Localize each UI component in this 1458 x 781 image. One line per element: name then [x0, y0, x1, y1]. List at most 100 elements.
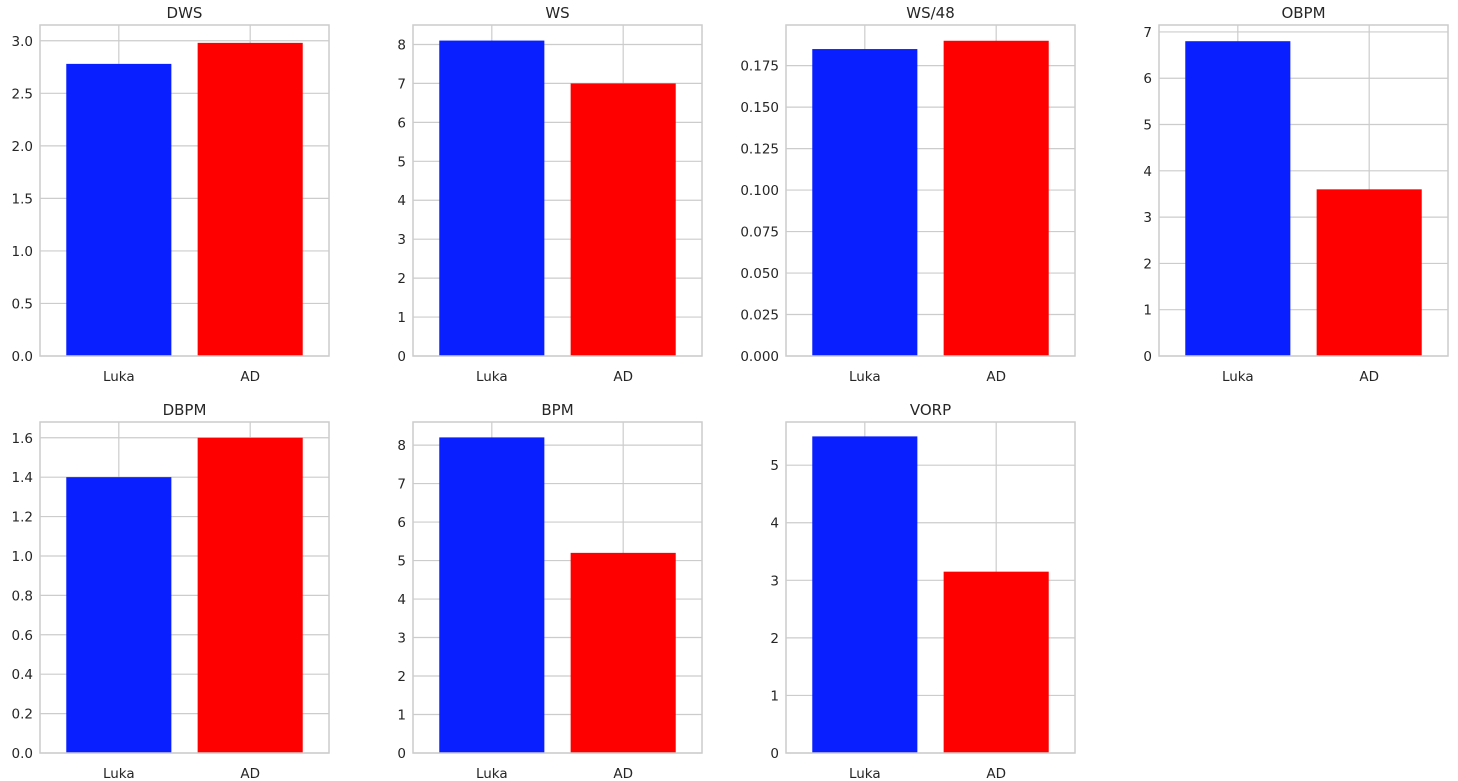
y-tick-label: 1.0 — [12, 549, 33, 565]
y-tick-label: 3.0 — [12, 34, 33, 50]
axes-frame — [39, 421, 330, 754]
axes-frame — [412, 24, 703, 357]
y-tick-label: 0.0 — [12, 349, 33, 365]
y-tick-label: 0 — [1143, 349, 1152, 365]
y-tick-label: 0.125 — [740, 142, 779, 158]
y-tick-label: 0.5 — [12, 296, 33, 312]
x-tick-label: AD — [1359, 369, 1379, 385]
x-tick-label: AD — [986, 369, 1006, 385]
subplot-title: WS/48 — [906, 4, 955, 22]
y-tick-label: 1.4 — [12, 470, 33, 486]
y-tick-label: 5 — [770, 458, 779, 474]
y-tick-label: 7 — [1143, 25, 1152, 41]
y-tick-label: 1 — [770, 688, 779, 704]
axes-frame — [1158, 24, 1449, 357]
x-tick-label: Luka — [476, 369, 508, 385]
y-tick-label: 0 — [397, 746, 406, 762]
y-tick-label: 0 — [397, 349, 406, 365]
x-tick-label: Luka — [476, 766, 508, 781]
y-tick-label: 0.8 — [12, 588, 33, 604]
subplot-title: BPM — [541, 401, 573, 419]
y-tick-label: 3 — [1143, 210, 1152, 226]
x-tick-label: AD — [240, 766, 260, 781]
bar-ad — [570, 552, 676, 753]
y-tick-label: 4 — [770, 516, 779, 532]
y-tick-label: 0.050 — [740, 266, 779, 282]
y-tick-label: 4 — [1143, 164, 1152, 180]
x-tick-label: AD — [613, 369, 633, 385]
y-tick-label: 1 — [397, 310, 406, 326]
y-tick-label: 0.4 — [12, 667, 33, 683]
axes-frame — [39, 24, 330, 357]
axes-frame — [785, 421, 1076, 754]
y-tick-label: 5 — [397, 154, 406, 170]
subplot-obpm: 0 1 2 3 4 5 6 7 Luka AD OBPM — [1143, 4, 1449, 385]
x-tick-label: Luka — [1222, 369, 1254, 385]
axes-frame — [785, 24, 1076, 357]
subplot-title: DBPM — [163, 401, 207, 419]
x-tick-label: AD — [986, 766, 1006, 781]
y-tick-label: 2 — [397, 271, 406, 287]
y-tick-label: 2.0 — [12, 139, 33, 155]
y-tick-label: 7 — [397, 76, 406, 92]
y-tick-label: 0.100 — [740, 183, 779, 199]
y-tick-label: 4 — [397, 592, 406, 608]
subplot-title: OBPM — [1281, 4, 1325, 22]
subplot-bpm: 0 1 2 3 4 5 6 7 8 Luka AD BPM — [397, 401, 703, 781]
y-tick-label: 0.075 — [740, 225, 779, 241]
bar-ad — [197, 437, 303, 753]
axes-frame — [412, 421, 703, 754]
y-tick-label: 3 — [397, 232, 406, 248]
subplot-ws: 0 1 2 3 4 5 6 7 8 Luka AD WS — [397, 4, 703, 385]
y-tick-label: 0.025 — [740, 308, 779, 324]
bar-luka — [439, 40, 545, 356]
x-tick-label: Luka — [103, 369, 135, 385]
subplot-title: VORP — [910, 401, 951, 419]
y-tick-label: 0.000 — [740, 349, 779, 365]
bar-luka — [66, 63, 172, 356]
bar-luka — [812, 49, 918, 356]
y-tick-label: 2 — [770, 631, 779, 647]
x-tick-label: Luka — [849, 369, 881, 385]
bar-ad — [570, 83, 676, 356]
subplot-vorp: 0 1 2 3 4 5 Luka AD VORP — [770, 401, 1076, 781]
y-tick-label: 3 — [397, 631, 406, 647]
y-tick-label: 1 — [397, 708, 406, 724]
y-tick-label: 0.6 — [12, 628, 33, 644]
y-tick-label: 6 — [397, 115, 406, 131]
y-tick-label: 8 — [397, 37, 406, 53]
y-tick-label: 3 — [770, 573, 779, 589]
bar-ad — [197, 42, 303, 356]
y-tick-label: 0.175 — [740, 59, 779, 75]
bar-ad — [943, 571, 1049, 753]
subplot-dbpm: 0.0 0.2 0.4 0.6 0.8 1.0 1.2 1.4 1.6 Luka AD DBPM — [12, 401, 330, 781]
bar-luka — [1185, 41, 1291, 357]
x-tick-label: AD — [240, 369, 260, 385]
y-tick-label: 6 — [1143, 71, 1152, 87]
x-tick-label: AD — [613, 766, 633, 781]
y-tick-label: 5 — [1143, 118, 1152, 134]
x-tick-label: Luka — [103, 766, 135, 781]
y-tick-label: 0.2 — [12, 707, 33, 723]
y-tick-label: 8 — [397, 438, 406, 454]
y-tick-label: 1 — [1143, 303, 1152, 319]
y-tick-label: 2 — [397, 669, 406, 685]
y-tick-label: 1.6 — [12, 431, 33, 447]
y-tick-label: 0 — [770, 746, 779, 762]
y-tick-label: 1.5 — [12, 191, 33, 207]
y-tick-label: 5 — [397, 554, 406, 570]
bar-ad — [1316, 189, 1422, 356]
subplot-title: DWS — [167, 4, 203, 22]
bar-luka — [439, 437, 545, 753]
y-tick-label: 0.150 — [740, 100, 779, 116]
y-tick-label: 1.2 — [12, 510, 33, 526]
y-tick-label: 7 — [397, 477, 406, 493]
y-tick-label: 1.0 — [12, 244, 33, 260]
bar-luka — [812, 436, 918, 753]
y-tick-label: 4 — [397, 193, 406, 209]
bar-luka — [66, 477, 172, 753]
subplot-title: WS — [545, 4, 569, 22]
x-tick-label: Luka — [849, 766, 881, 781]
y-tick-label: 0.0 — [12, 746, 33, 762]
